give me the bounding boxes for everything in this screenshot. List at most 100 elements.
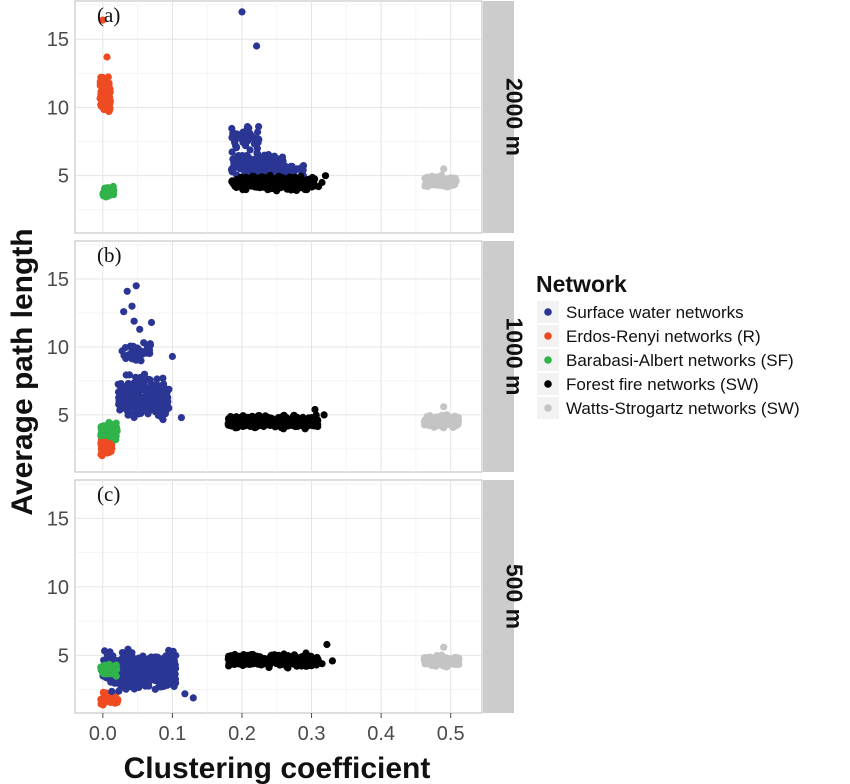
facet-strip bbox=[483, 480, 514, 713]
data-point bbox=[100, 426, 108, 434]
points bbox=[97, 282, 463, 460]
data-point bbox=[128, 302, 136, 310]
x-tick-label: 0.0 bbox=[89, 723, 117, 745]
data-point bbox=[273, 655, 281, 663]
data-point bbox=[421, 657, 429, 665]
data-point bbox=[104, 442, 112, 450]
data-point bbox=[164, 398, 172, 406]
data-point bbox=[296, 181, 304, 189]
data-point bbox=[129, 392, 137, 400]
x-tick-label: 0.5 bbox=[437, 723, 465, 745]
data-point bbox=[102, 193, 110, 201]
data-point bbox=[158, 400, 166, 408]
data-point bbox=[103, 449, 111, 457]
data-point bbox=[323, 640, 331, 649]
legend-swatch bbox=[544, 380, 552, 388]
data-point bbox=[119, 383, 127, 391]
data-point bbox=[116, 406, 124, 414]
points bbox=[96, 8, 460, 201]
data-point bbox=[151, 405, 159, 413]
y-tick-label: 5 bbox=[58, 166, 69, 188]
data-point bbox=[296, 175, 304, 183]
data-point bbox=[112, 672, 120, 680]
data-point bbox=[177, 414, 185, 422]
data-point bbox=[281, 419, 289, 427]
data-point bbox=[134, 375, 142, 383]
data-point bbox=[121, 344, 129, 352]
data-point bbox=[321, 172, 330, 180]
facet-strip-label: 2000 m bbox=[502, 78, 528, 156]
data-point bbox=[97, 439, 105, 447]
panel-1: 5 10 15 (a) 2000 m bbox=[47, 0, 528, 234]
legend-swatch bbox=[544, 404, 552, 412]
legend: Network Surface water networks Erdos-Renyi… bbox=[536, 271, 800, 419]
legend-entry: Barabasi-Albert networks (SF) bbox=[537, 349, 794, 371]
legend-swatch bbox=[544, 356, 552, 364]
data-point bbox=[139, 663, 148, 671]
legend-label: Watts-Strogartz networks (SW) bbox=[566, 399, 800, 418]
panel-3: 5 10 15 (c) 500 m bbox=[47, 479, 528, 714]
series bbox=[97, 688, 122, 709]
data-point bbox=[230, 162, 238, 170]
data-point bbox=[170, 680, 178, 688]
facet-strip bbox=[483, 1, 514, 233]
data-point bbox=[129, 676, 137, 684]
data-point bbox=[288, 421, 296, 429]
x-tick-label: 0.4 bbox=[367, 723, 395, 745]
y-tick-label: 15 bbox=[47, 508, 69, 530]
data-point bbox=[153, 375, 161, 383]
data-point bbox=[157, 410, 165, 418]
y-tick-label: 5 bbox=[58, 405, 69, 427]
data-point bbox=[130, 409, 138, 417]
data-point bbox=[302, 662, 310, 670]
data-point bbox=[432, 657, 440, 665]
legend-swatch bbox=[544, 332, 552, 340]
data-point bbox=[236, 163, 245, 171]
legend-swatch bbox=[544, 308, 552, 316]
facet-strip-label: 1000 m bbox=[502, 317, 528, 395]
data-point bbox=[99, 16, 107, 24]
data-point bbox=[144, 401, 152, 409]
panel-tag: (a) bbox=[97, 3, 120, 27]
data-point bbox=[271, 165, 279, 173]
series bbox=[96, 16, 114, 116]
data-point bbox=[168, 352, 176, 361]
data-point bbox=[110, 678, 118, 686]
data-point bbox=[228, 168, 236, 176]
data-point bbox=[134, 353, 142, 361]
data-point bbox=[99, 75, 107, 83]
data-point bbox=[440, 165, 448, 173]
data-point bbox=[307, 416, 315, 425]
data-point bbox=[150, 656, 158, 664]
data-point bbox=[143, 343, 151, 351]
data-point bbox=[131, 658, 139, 666]
data-point bbox=[171, 670, 179, 678]
data-point bbox=[439, 417, 447, 425]
y-tick-label: 5 bbox=[58, 645, 69, 667]
data-point bbox=[264, 656, 272, 664]
series bbox=[224, 405, 328, 433]
data-point bbox=[139, 652, 147, 660]
points bbox=[97, 640, 463, 709]
legend-label: Forest fire networks (SW) bbox=[566, 375, 759, 394]
data-point bbox=[136, 325, 144, 333]
data-point bbox=[448, 656, 456, 665]
legend-entry: Erdos-Renyi networks (R) bbox=[537, 325, 761, 347]
data-point bbox=[423, 181, 431, 189]
data-point bbox=[153, 382, 161, 390]
data-point bbox=[279, 425, 288, 433]
series bbox=[97, 418, 121, 444]
data-point bbox=[311, 405, 319, 414]
data-point bbox=[328, 657, 336, 665]
data-point bbox=[250, 140, 259, 148]
data-point bbox=[239, 129, 247, 137]
data-point bbox=[246, 146, 254, 154]
data-point bbox=[447, 177, 455, 185]
data-point bbox=[103, 694, 111, 702]
data-point bbox=[138, 669, 146, 678]
data-point bbox=[124, 411, 132, 419]
data-point bbox=[266, 421, 274, 429]
data-point bbox=[272, 176, 280, 184]
data-point bbox=[122, 685, 130, 693]
data-point bbox=[279, 174, 287, 182]
